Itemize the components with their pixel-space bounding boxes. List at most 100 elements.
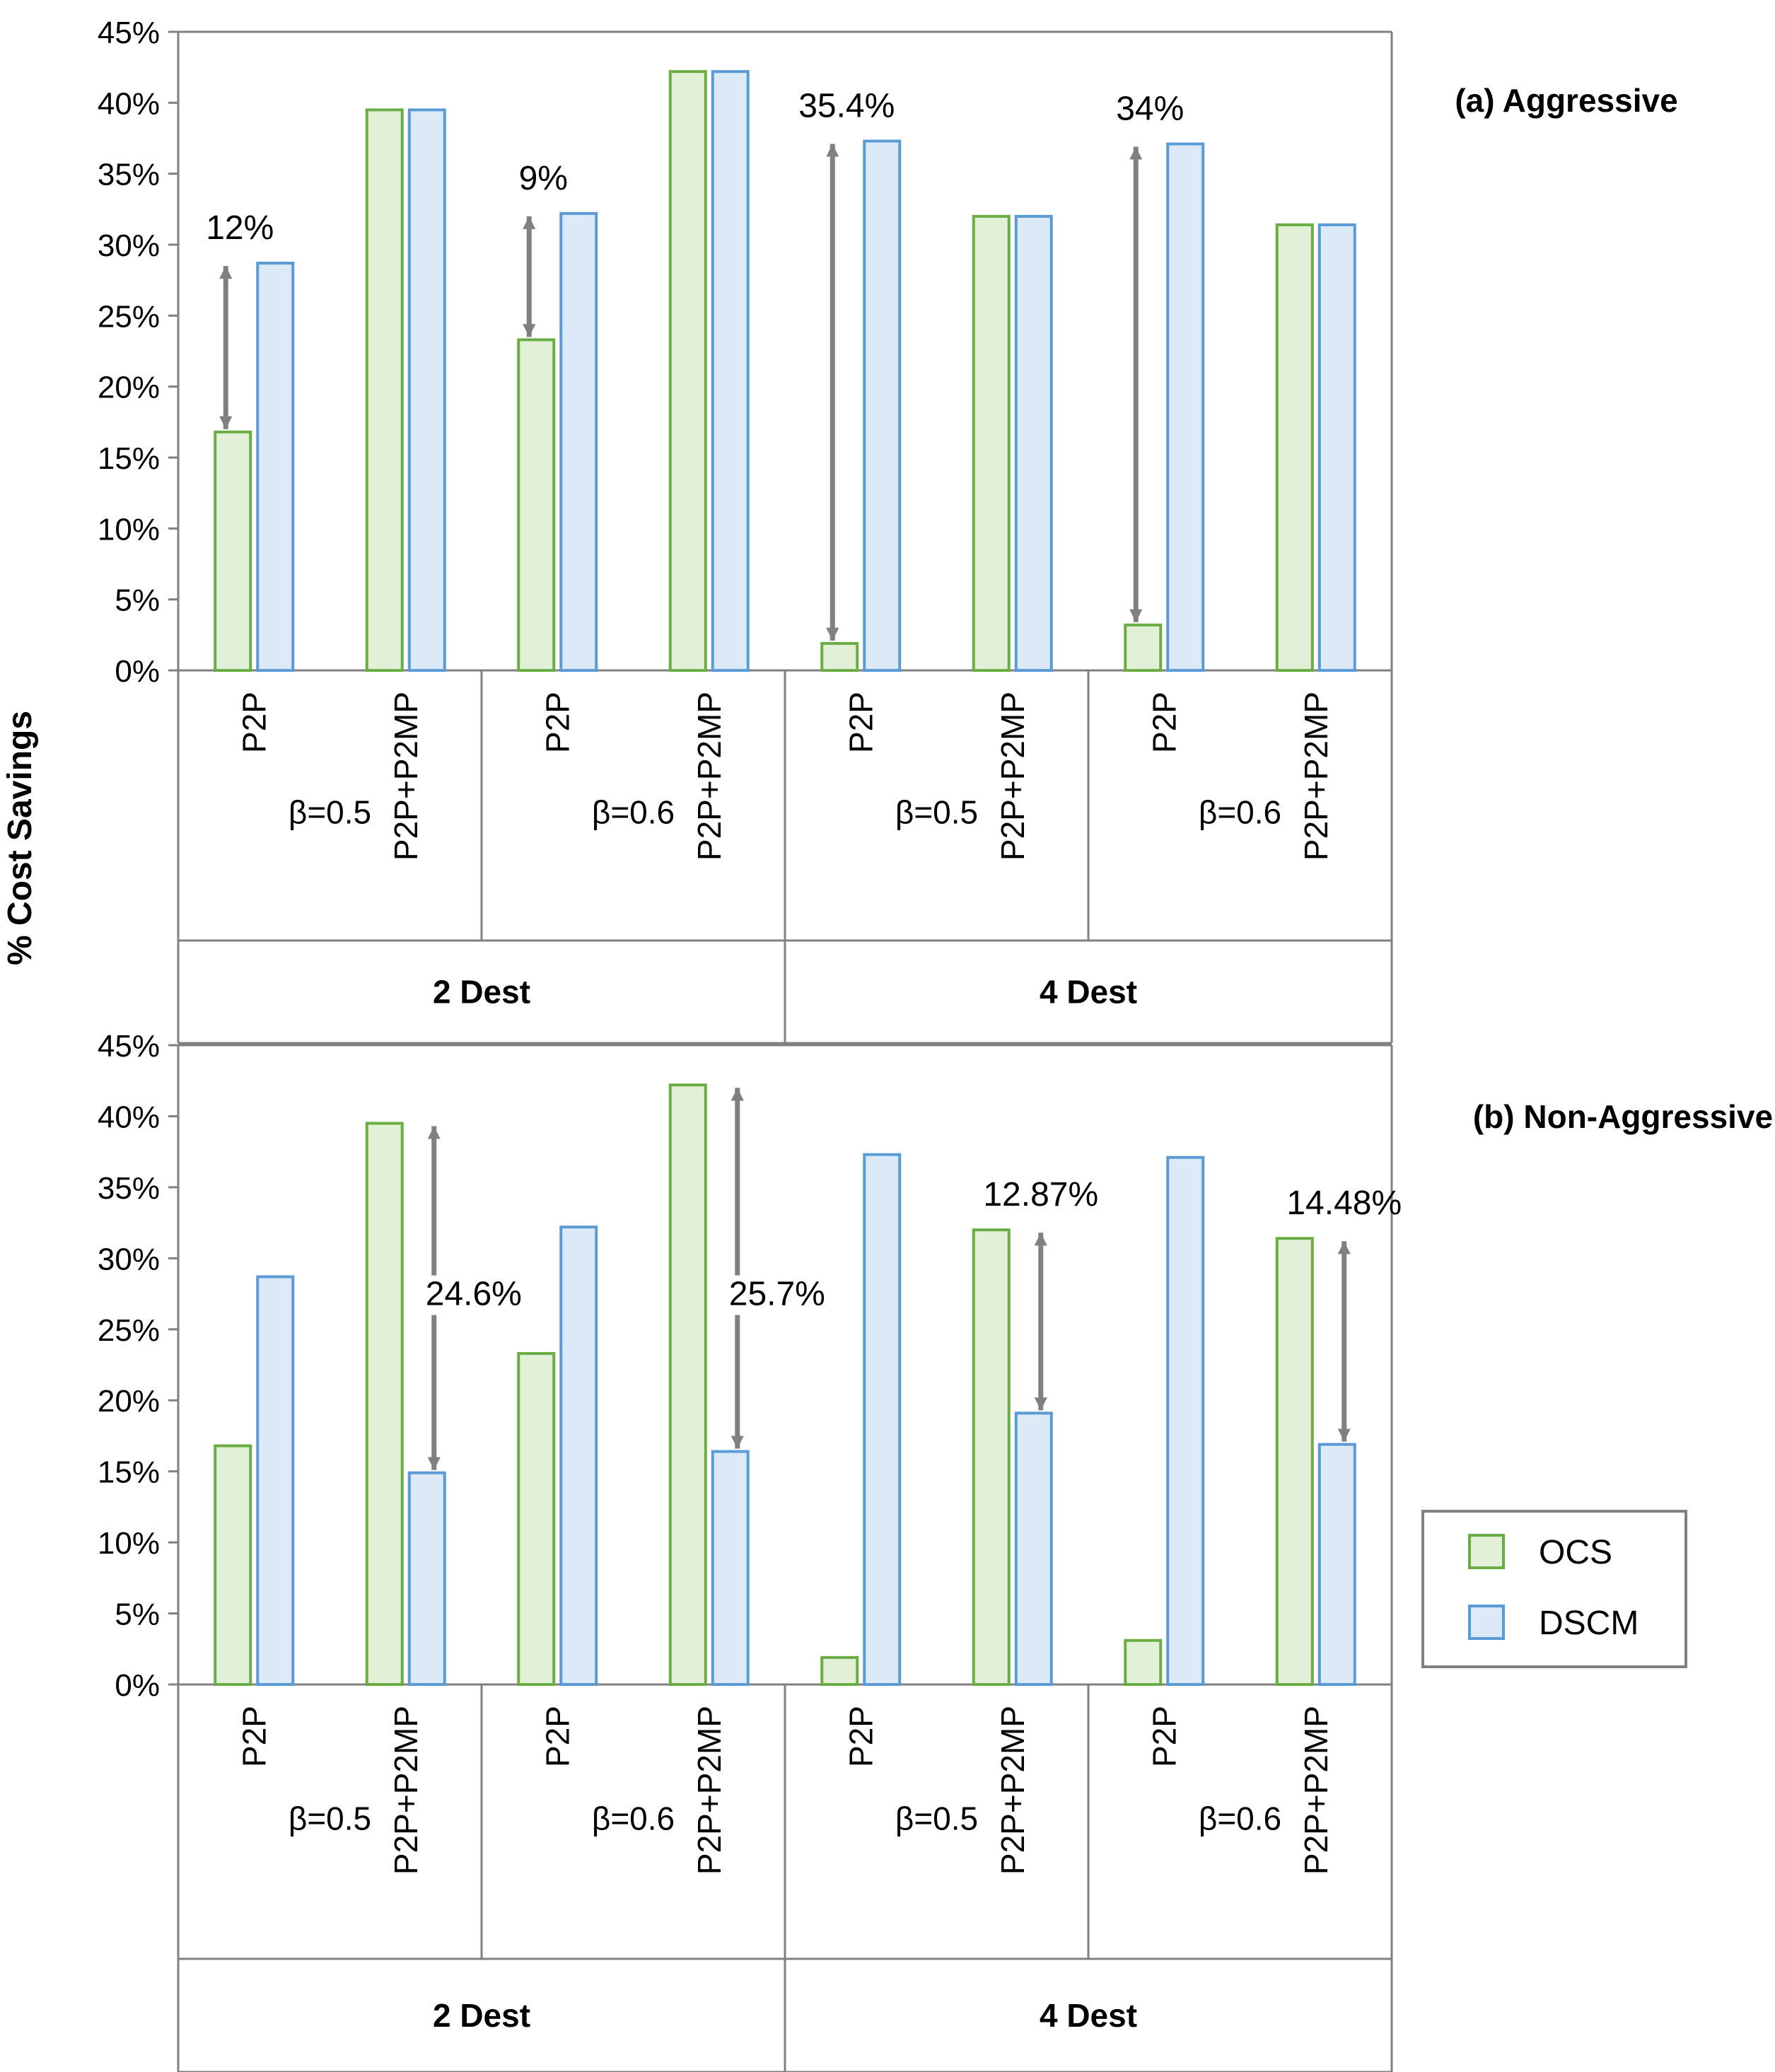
ocs-bar	[214, 430, 252, 672]
ocs-bar	[972, 1228, 1011, 1686]
difference-label: 35.4%	[798, 88, 895, 125]
ocs-bar	[820, 1655, 859, 1686]
y-tick-label: 40%	[98, 86, 160, 121]
difference-label: 34%	[1116, 91, 1184, 128]
ocs-bar	[517, 338, 556, 672]
ocs-bar	[214, 1444, 252, 1687]
y-tick-label: 5%	[115, 583, 160, 618]
annotations-layer: 12% 9% 35.4% 34% 24.6% 25.7% 12.87% 14.48%	[206, 88, 1402, 1470]
ocs-bar	[1275, 223, 1314, 672]
dest-label: 4 Dest	[1040, 974, 1137, 1011]
y-tick-label: 15%	[98, 441, 160, 476]
y-tick-label: 25%	[98, 1313, 160, 1348]
annotation-background	[728, 1275, 841, 1315]
legend-swatch-dscm	[1468, 1605, 1505, 1640]
legend-swatch-ocs	[1468, 1534, 1505, 1569]
difference-label: 25.7%	[729, 1276, 825, 1313]
category-label: P2P+P2MP	[994, 1706, 1031, 1875]
y-tick-label: 0%	[115, 654, 160, 689]
beta-label: β=0.6	[1199, 793, 1281, 830]
difference-label: 24.6%	[426, 1276, 522, 1313]
ocs-bar	[972, 214, 1011, 673]
panel-title: (a) Aggressive	[1455, 82, 1677, 119]
ocs-bar	[1124, 623, 1163, 673]
beta-label: β=0.6	[592, 793, 675, 830]
dscm-bar	[559, 1226, 598, 1687]
dscm-bar	[1014, 1412, 1053, 1687]
legend: OCS DSCM	[1421, 1510, 1687, 1668]
y-tick-label: 20%	[98, 1384, 160, 1419]
dscm-bar	[863, 139, 902, 673]
dscm-bar	[1166, 142, 1205, 672]
category-label: P2P	[1146, 1706, 1182, 1767]
annotation-background	[425, 1275, 537, 1315]
difference-label: 12%	[206, 209, 274, 247]
y-tick-label: 20%	[98, 371, 160, 405]
category-label: P2P	[235, 1706, 272, 1767]
ocs-bar	[365, 1122, 404, 1686]
y-tick-label: 25%	[98, 299, 160, 334]
ocs-bar	[365, 108, 404, 673]
dscm-bar	[256, 1275, 295, 1686]
category-label: P2P	[842, 692, 879, 753]
category-label: P2P	[842, 1706, 879, 1767]
y-axis-title: % Cost Savings	[1, 711, 39, 965]
ocs-bar	[1275, 1237, 1314, 1686]
beta-label: β=0.5	[895, 793, 978, 830]
y-tick-label: 35%	[98, 158, 160, 192]
y-tick-label: 45%	[98, 1029, 160, 1064]
legend-label-dscm: DSCM	[1539, 1605, 1639, 1642]
y-tick-label: 10%	[98, 1526, 160, 1561]
difference-label: 9%	[519, 160, 568, 197]
dscm-bar	[711, 70, 750, 673]
category-label: P2P+P2MP	[1298, 1706, 1334, 1875]
dscm-bar	[1317, 1443, 1356, 1687]
bars-layer	[214, 70, 1356, 1687]
beta-label: β=0.5	[289, 1800, 371, 1837]
category-label: P2P	[539, 692, 576, 753]
y-tick-label: 10%	[98, 512, 160, 547]
y-tick-label: 30%	[98, 228, 160, 263]
category-label: P2P	[539, 1706, 576, 1767]
dest-label: 4 Dest	[1040, 1997, 1137, 2034]
y-tick-label: 0%	[115, 1668, 160, 1703]
ocs-bar	[1124, 1639, 1163, 1686]
difference-label: 14.48%	[1286, 1185, 1402, 1222]
category-label: P2P	[1146, 692, 1182, 753]
y-tick-label: 35%	[98, 1171, 160, 1206]
panel-title: (b) Non-Aggressive	[1473, 1098, 1773, 1135]
ocs-bar	[668, 1083, 707, 1686]
category-label: P2P+P2MP	[691, 1706, 728, 1875]
ocs-bar	[820, 641, 859, 673]
dscm-bar	[863, 1153, 902, 1686]
dscm-bar	[1014, 214, 1053, 673]
y-tick-label: 5%	[115, 1597, 160, 1632]
legend-label-ocs: OCS	[1539, 1534, 1612, 1571]
dscm-bar	[1166, 1156, 1205, 1687]
beta-label: β=0.6	[1199, 1800, 1281, 1837]
y-tick-label: 30%	[98, 1242, 160, 1276]
labels-layer: % Cost Savings 0% 5% 10% 15% 20% 25% 30% 35% 40% 4…	[1, 16, 1773, 2034]
y-tick-label: 15%	[98, 1455, 160, 1490]
category-label: P2P+P2MP	[1298, 692, 1334, 861]
category-label: P2P+P2MP	[388, 692, 424, 861]
dscm-bar	[1317, 223, 1356, 672]
category-label: P2P	[235, 692, 272, 753]
category-label: P2P+P2MP	[691, 692, 728, 861]
dscm-bar	[256, 262, 295, 672]
dest-label: 2 Dest	[433, 1997, 530, 2034]
dscm-bar	[711, 1450, 750, 1686]
difference-label: 12.87%	[983, 1176, 1098, 1213]
dscm-bar	[407, 1471, 446, 1686]
ocs-bar	[517, 1351, 556, 1686]
y-tick-label: 40%	[98, 1100, 160, 1134]
ocs-bar	[668, 70, 707, 673]
y-tick-label: 45%	[98, 16, 160, 50]
dscm-bar	[407, 108, 446, 673]
legend-box	[1421, 1510, 1687, 1668]
beta-label: β=0.6	[592, 1800, 675, 1837]
chart-frame	[168, 30, 1393, 2072]
category-label: P2P+P2MP	[388, 1706, 424, 1875]
category-label: P2P+P2MP	[994, 692, 1031, 861]
dest-label: 2 Dest	[433, 974, 530, 1011]
